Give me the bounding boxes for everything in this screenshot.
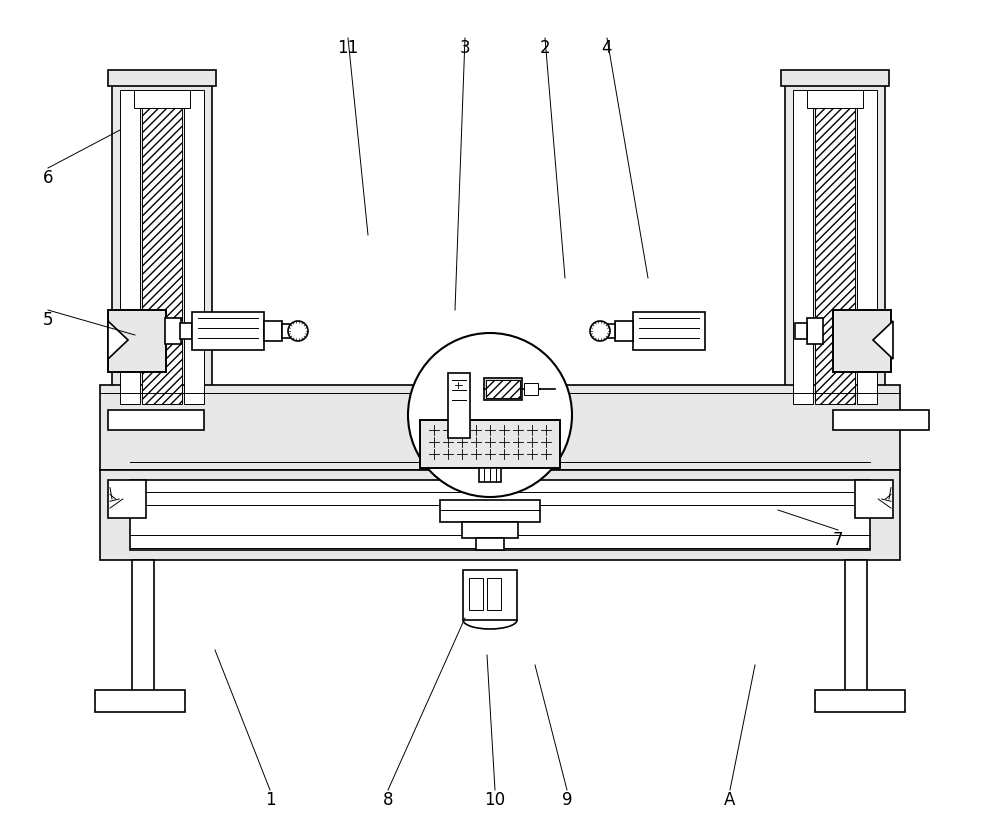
Text: 3: 3 — [460, 39, 470, 57]
Bar — [807, 90, 863, 108]
Bar — [448, 373, 470, 438]
Bar — [615, 321, 633, 341]
Bar — [108, 480, 146, 518]
Bar — [795, 323, 807, 339]
Bar — [112, 82, 212, 412]
Bar — [486, 380, 520, 398]
Bar — [845, 560, 867, 700]
Bar — [108, 310, 166, 372]
Bar — [484, 378, 522, 400]
Bar — [815, 90, 855, 404]
Bar — [100, 385, 900, 470]
Bar — [781, 70, 889, 86]
Bar — [142, 90, 182, 404]
Bar — [120, 90, 140, 404]
Text: A: A — [724, 791, 736, 809]
Bar — [857, 90, 877, 404]
Bar — [420, 420, 560, 468]
Bar — [134, 90, 190, 108]
Text: 9: 9 — [562, 791, 572, 809]
Bar — [785, 82, 885, 412]
Bar — [479, 468, 501, 482]
Circle shape — [408, 333, 572, 497]
Bar — [833, 310, 891, 372]
Text: 2: 2 — [540, 39, 550, 57]
Polygon shape — [108, 321, 128, 359]
Bar — [487, 578, 501, 610]
Text: 5: 5 — [43, 311, 53, 329]
Bar — [95, 690, 185, 712]
Bar — [524, 383, 538, 395]
Bar — [184, 90, 204, 404]
Bar — [180, 323, 192, 339]
Text: 8: 8 — [383, 791, 393, 809]
Bar — [793, 90, 813, 404]
Bar — [807, 318, 823, 344]
Bar — [130, 480, 870, 550]
Bar — [476, 538, 504, 550]
Bar — [463, 570, 517, 620]
Bar — [462, 522, 518, 538]
Text: 10: 10 — [484, 791, 506, 809]
Bar — [833, 410, 929, 430]
Bar — [165, 318, 181, 344]
Bar — [192, 312, 264, 350]
Bar — [108, 310, 166, 372]
Bar — [855, 480, 893, 518]
Bar — [469, 578, 483, 610]
Bar — [264, 321, 282, 341]
Bar — [108, 410, 204, 430]
Circle shape — [590, 321, 610, 341]
Bar — [108, 70, 216, 86]
Bar — [815, 690, 905, 712]
Text: 1: 1 — [265, 791, 275, 809]
Bar — [633, 312, 705, 350]
Text: 6: 6 — [43, 169, 53, 187]
Circle shape — [288, 321, 308, 341]
Text: 7: 7 — [833, 531, 843, 549]
Text: 11: 11 — [337, 39, 359, 57]
Text: 4: 4 — [602, 39, 612, 57]
Polygon shape — [873, 321, 893, 359]
Bar — [420, 420, 560, 468]
Bar — [100, 470, 900, 560]
Bar — [132, 560, 154, 700]
Bar — [833, 310, 891, 372]
Bar — [440, 500, 540, 522]
Bar — [607, 324, 615, 338]
Bar — [282, 324, 290, 338]
